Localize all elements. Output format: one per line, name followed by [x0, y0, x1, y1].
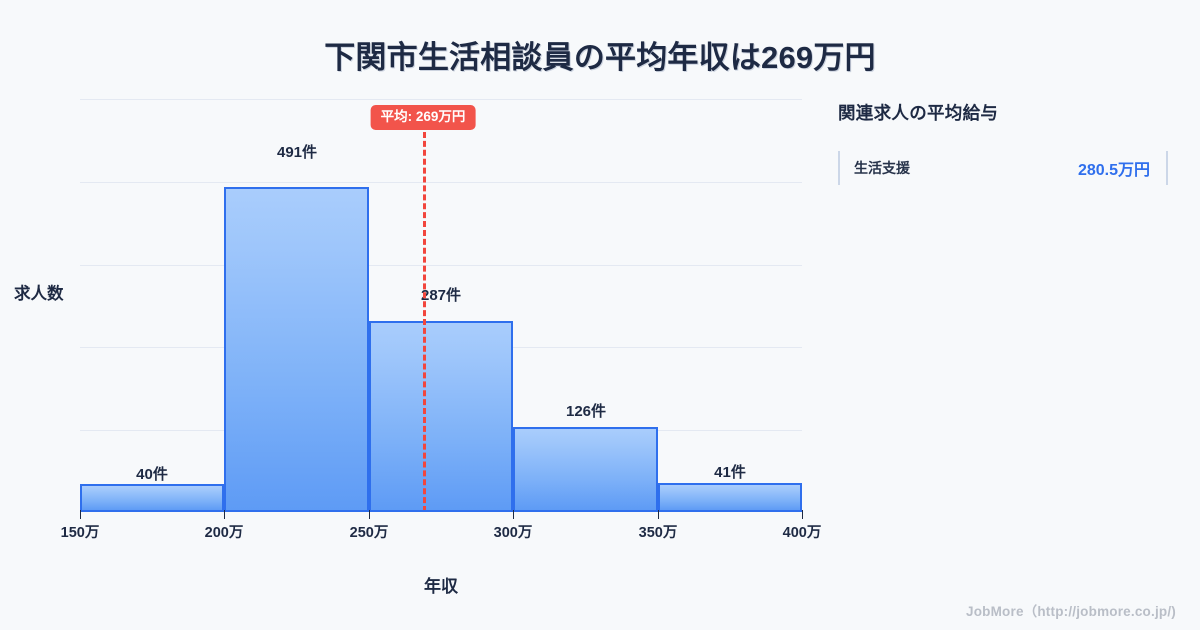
- bar-value-label: 41件: [714, 464, 746, 481]
- x-tick-mark: [224, 510, 225, 519]
- related-salary-row-label: 生活支援: [854, 160, 910, 176]
- gridline: [80, 99, 802, 100]
- y-axis-title: 求人数: [14, 285, 64, 303]
- x-tick-mark: [513, 510, 514, 519]
- x-tick-mark: [80, 510, 81, 519]
- x-tick-label: 150万: [60, 525, 100, 541]
- related-salary-title: 関連求人の平均給与: [838, 103, 999, 123]
- x-tick-label: 300万: [493, 525, 533, 541]
- bar-bin-5[interactable]: [658, 483, 802, 510]
- x-tick-mark: [802, 510, 803, 519]
- bar-bin-1[interactable]: [80, 484, 224, 510]
- bar-value-label: 287件: [420, 287, 462, 304]
- gridline: [80, 265, 802, 266]
- related-salary-panel: 関連求人の平均給与 生活支援 280.5万円: [838, 100, 1168, 185]
- x-tick-label: 200万: [204, 525, 244, 541]
- x-tick-mark: [658, 510, 659, 519]
- average-line: [423, 132, 426, 512]
- related-salary-row-value: 280.5万円: [1077, 162, 1150, 179]
- footer-credit: JobMore（http://jobmore.co.jp/): [966, 604, 1176, 619]
- average-badge: 平均: 269万円: [370, 105, 476, 130]
- related-salary-row[interactable]: 生活支援 280.5万円: [838, 151, 1168, 185]
- x-tick-label: 250万: [349, 525, 389, 541]
- bar-bin-2[interactable]: [224, 187, 369, 510]
- bar-value-label: 40件: [136, 466, 168, 483]
- x-tick-mark: [369, 510, 370, 519]
- x-axis-title: 年収: [424, 577, 458, 596]
- bar-value-label: 126件: [565, 403, 607, 420]
- x-tick-label: 350万: [638, 525, 678, 541]
- x-axis-line: [80, 510, 802, 512]
- bar-bin-3[interactable]: [369, 321, 513, 510]
- x-tick-label: 400万: [782, 525, 822, 541]
- gridline: [80, 182, 802, 183]
- page-title: 下関市生活相談員の平均年収は269万円: [324, 40, 876, 75]
- plot-area: [80, 99, 802, 510]
- bar-bin-4[interactable]: [513, 427, 658, 510]
- bar-value-label: 491件: [276, 144, 318, 161]
